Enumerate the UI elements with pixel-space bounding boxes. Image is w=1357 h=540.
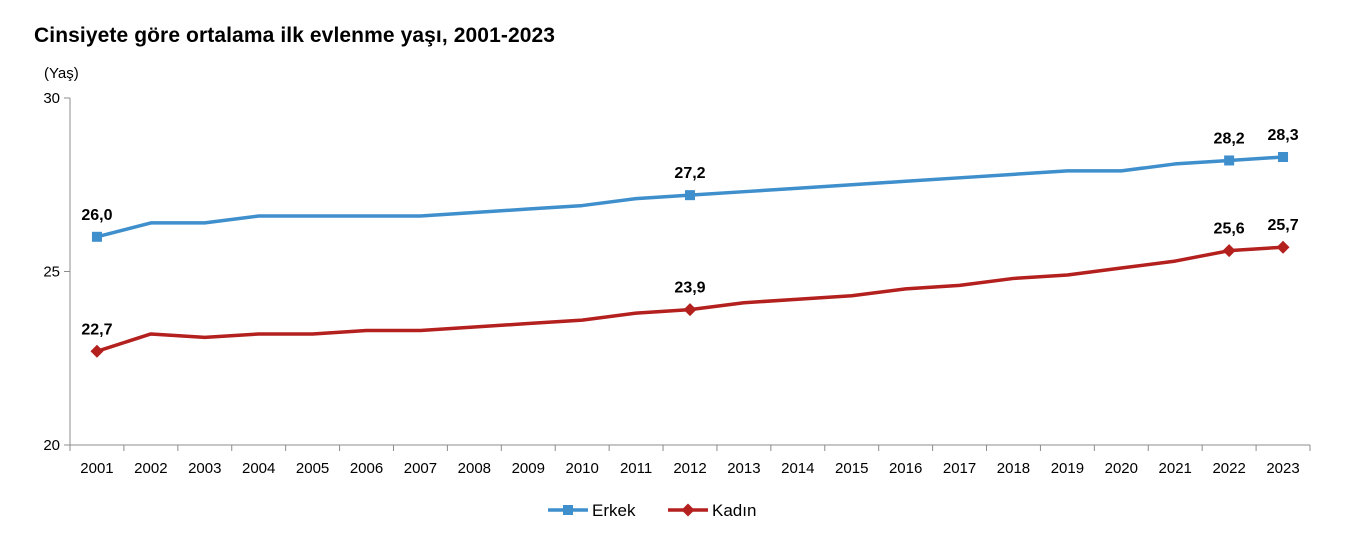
data-label-kad-n: 25,6 [1214, 221, 1245, 238]
x-tick-label: 2021 [1159, 460, 1192, 477]
data-label-erkek: 26,0 [81, 207, 112, 224]
x-tick-label: 2019 [1051, 460, 1084, 477]
legend-label-kad-n: Kadın [712, 501, 756, 520]
x-tick-label: 2002 [134, 460, 167, 477]
data-label-erkek: 27,2 [674, 165, 705, 182]
x-tick-label: 2014 [781, 460, 814, 477]
x-tick-label: 2011 [620, 460, 652, 477]
data-point-erkek [1278, 151, 1289, 162]
legend-marker-kad-n [681, 503, 695, 517]
data-label-kad-n: 25,7 [1267, 217, 1298, 234]
x-tick-label: 2003 [188, 460, 221, 477]
x-tick-label: 2001 [80, 460, 113, 477]
x-tick-label: 2015 [835, 460, 868, 477]
data-point-kad-n [1276, 240, 1290, 254]
x-tick-label: 2008 [458, 460, 491, 477]
x-tick-label: 2006 [350, 460, 383, 477]
data-labels: 26,0 27,2 28,2 28,3 22,7 23,9 25,6 25,7 [81, 127, 1298, 338]
data-point-kad-n [683, 303, 697, 317]
data-point-kad-n [1222, 244, 1236, 258]
x-tick-label: 2017 [943, 460, 976, 477]
x-tick-label: 2009 [512, 460, 545, 477]
y-tick-label: 30 [43, 90, 60, 107]
legend-label-erkek: Erkek [592, 501, 636, 520]
legend: Erkek Kadın [548, 501, 756, 520]
chart-title: Cinsiyete göre ortalama ilk evlenme yaşı… [34, 24, 556, 47]
data-point-erkek [685, 190, 695, 201]
x-tick-label: 2016 [889, 460, 922, 477]
y-axis-unit-label: (Yaş) [44, 65, 79, 82]
data-label-kad-n: 23,9 [674, 280, 705, 297]
x-tick-label: 2010 [565, 460, 598, 477]
axes: 20 25 30 2001 2002 2003 2004 2005 2006 2007 2008 20… [43, 90, 1311, 477]
data-point-erkek [1224, 155, 1235, 166]
data-label-erkek: 28,3 [1267, 127, 1298, 144]
data-label-erkek: 28,2 [1214, 130, 1245, 147]
y-tick-label: 25 [43, 264, 60, 281]
x-tick-label: 2022 [1212, 460, 1245, 477]
x-tick-label: 2004 [242, 460, 275, 477]
data-point-erkek [91, 231, 102, 242]
data-label-kad-n: 22,7 [81, 321, 112, 338]
y-tick-label: 20 [43, 437, 60, 454]
x-tick-label: 2005 [296, 460, 329, 477]
series-layer [90, 151, 1290, 358]
series-line-kad-n [95, 245, 1285, 354]
x-tick-label: 2007 [404, 460, 437, 477]
data-point-kad-n [90, 344, 104, 358]
x-tick-label: 2020 [1105, 460, 1138, 477]
x-tick-label: 2013 [727, 460, 760, 477]
x-tick-label: 2018 [997, 460, 1030, 477]
x-tick-label: 2023 [1266, 460, 1299, 477]
x-tick-label: 2012 [673, 460, 706, 477]
legend-marker-erkek [563, 505, 573, 515]
